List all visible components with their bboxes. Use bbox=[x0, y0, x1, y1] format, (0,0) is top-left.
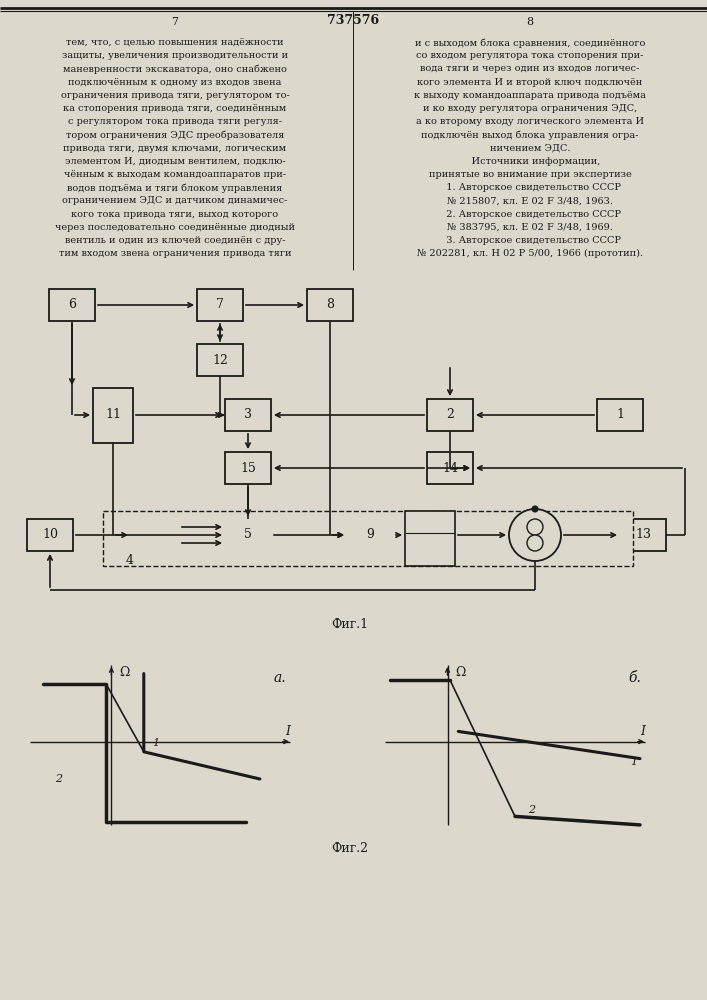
Text: кого элемента И и второй ключ подключён: кого элемента И и второй ключ подключён bbox=[417, 78, 643, 87]
Circle shape bbox=[527, 519, 543, 535]
Text: Ω: Ω bbox=[455, 666, 466, 678]
Bar bbox=[103, 511, 633, 566]
Text: 10: 10 bbox=[42, 528, 58, 542]
Bar bbox=[197, 344, 243, 376]
Text: 8: 8 bbox=[527, 17, 534, 27]
Text: 1. Авторское свидетельство СССР: 1. Авторское свидетельство СССР bbox=[440, 183, 621, 192]
Text: тем, что, с целью повышения надёжности: тем, что, с целью повышения надёжности bbox=[66, 38, 284, 47]
Text: тором ограничения ЭДС преобразователя: тором ограничения ЭДС преобразователя bbox=[66, 130, 284, 140]
Bar bbox=[225, 519, 271, 551]
Text: 8: 8 bbox=[326, 298, 334, 312]
Text: 1: 1 bbox=[616, 408, 624, 422]
Bar bbox=[225, 399, 271, 431]
Text: 1: 1 bbox=[630, 757, 637, 767]
Text: б.: б. bbox=[629, 671, 641, 685]
Text: 5: 5 bbox=[244, 528, 252, 542]
Text: 12: 12 bbox=[212, 354, 228, 366]
Text: тим входом звена ограничения привода тяги: тим входом звена ограничения привода тяг… bbox=[59, 249, 291, 258]
Text: защиты, увеличения производительности и: защиты, увеличения производительности и bbox=[62, 51, 288, 60]
Text: 2: 2 bbox=[529, 805, 536, 815]
Bar bbox=[597, 399, 643, 431]
Bar bbox=[347, 519, 393, 551]
Bar bbox=[49, 289, 95, 321]
Text: 3. Авторское свидетельство СССР: 3. Авторское свидетельство СССР bbox=[440, 236, 621, 245]
Text: ограничения привода тяги, регулятором то-: ограничения привода тяги, регулятором то… bbox=[61, 91, 289, 100]
Text: Источники информации,: Источники информации, bbox=[460, 157, 601, 166]
Text: ограничением ЭДС и датчиком динамичес-: ограничением ЭДС и датчиком динамичес- bbox=[62, 196, 288, 205]
Text: 4: 4 bbox=[126, 554, 134, 566]
Text: 14: 14 bbox=[442, 462, 458, 475]
Text: 7: 7 bbox=[216, 298, 224, 312]
Bar bbox=[197, 289, 243, 321]
Bar bbox=[27, 519, 73, 551]
Text: вода тяги и через один из входов логичес-: вода тяги и через один из входов логичес… bbox=[421, 64, 640, 73]
Text: к выходу командоаппарата привода подъёма: к выходу командоаппарата привода подъёма bbox=[414, 91, 646, 100]
Text: Фиг.1: Фиг.1 bbox=[332, 618, 368, 632]
Text: I: I bbox=[640, 725, 645, 738]
Text: Фиг.2: Фиг.2 bbox=[332, 842, 368, 854]
Text: 6: 6 bbox=[68, 298, 76, 312]
Bar bbox=[405, 511, 455, 566]
Text: со входом регулятора тока стопорения при-: со входом регулятора тока стопорения при… bbox=[416, 51, 643, 60]
Bar bbox=[307, 289, 353, 321]
Text: № 383795, кл. Е 02 F 3/48, 1969.: № 383795, кл. Е 02 F 3/48, 1969. bbox=[447, 223, 613, 232]
Text: вентиль и один из ключей соединён с дру-: вентиль и один из ключей соединён с дру- bbox=[65, 236, 285, 245]
Text: 2: 2 bbox=[446, 408, 454, 422]
Text: 9: 9 bbox=[366, 528, 374, 542]
Text: 7: 7 bbox=[172, 17, 178, 27]
Text: чённым к выходам командоаппаратов при-: чённым к выходам командоаппаратов при- bbox=[64, 170, 286, 179]
Text: 2. Авторское свидетельство СССР: 2. Авторское свидетельство СССР bbox=[440, 210, 621, 219]
Text: а ко второму входу логического элемента И: а ко второму входу логического элемента … bbox=[416, 117, 644, 126]
Text: водов подъёма и тяги блоком управления: водов подъёма и тяги блоком управления bbox=[67, 183, 283, 193]
Bar bbox=[620, 519, 666, 551]
Text: 1: 1 bbox=[152, 738, 159, 748]
Text: 737576: 737576 bbox=[327, 13, 379, 26]
Text: 3: 3 bbox=[244, 408, 252, 422]
Bar bbox=[131, 519, 179, 551]
Text: подключён выход блока управления огра-: подключён выход блока управления огра- bbox=[421, 130, 638, 140]
Text: кого тока привода тяги, выход которого: кого тока привода тяги, выход которого bbox=[71, 210, 279, 219]
Bar bbox=[427, 452, 473, 484]
Text: № 202281, кл. Н 02 Р 5/00, 1966 (прототип).: № 202281, кл. Н 02 Р 5/00, 1966 (прототи… bbox=[417, 249, 643, 258]
Text: Ω: Ω bbox=[119, 666, 130, 678]
Text: 11: 11 bbox=[105, 408, 121, 422]
Text: ка стопорения привода тяги, соединённым: ка стопорения привода тяги, соединённым bbox=[64, 104, 286, 113]
Text: а.: а. bbox=[274, 671, 286, 685]
Text: и ко входу регулятора ограничения ЭДС,: и ко входу регулятора ограничения ЭДС, bbox=[423, 104, 637, 113]
Text: 2: 2 bbox=[55, 774, 62, 784]
Circle shape bbox=[509, 509, 561, 561]
Bar bbox=[427, 399, 473, 431]
Circle shape bbox=[527, 535, 543, 551]
Text: через последовательно соединённые диодный: через последовательно соединённые диодны… bbox=[55, 223, 295, 232]
Text: 13: 13 bbox=[635, 528, 651, 542]
Text: с регулятором тока привода тяги регуля-: с регулятором тока привода тяги регуля- bbox=[68, 117, 282, 126]
Text: привода тяги, двумя ключами, логическим: привода тяги, двумя ключами, логическим bbox=[64, 144, 286, 153]
Text: № 215807, кл. Е 02 F 3/48, 1963.: № 215807, кл. Е 02 F 3/48, 1963. bbox=[447, 196, 613, 205]
Text: элементом И, диодным вентилем, подклю-: элементом И, диодным вентилем, подклю- bbox=[64, 157, 286, 166]
Bar bbox=[225, 452, 271, 484]
Text: подключённым к одному из входов звена: подключённым к одному из входов звена bbox=[69, 78, 281, 87]
Text: 15: 15 bbox=[240, 462, 256, 475]
Text: I: I bbox=[285, 725, 290, 738]
Text: маневренности экскаватора, оно снабжено: маневренности экскаватора, оно снабжено bbox=[63, 64, 287, 74]
Circle shape bbox=[532, 506, 538, 512]
Text: и с выходом блока сравнения, соединённого: и с выходом блока сравнения, соединённог… bbox=[415, 38, 645, 47]
Bar bbox=[93, 388, 133, 443]
Text: ничением ЭДС.: ничением ЭДС. bbox=[490, 144, 571, 153]
Text: принятые во внимание при экспертизе: принятые во внимание при экспертизе bbox=[428, 170, 631, 179]
